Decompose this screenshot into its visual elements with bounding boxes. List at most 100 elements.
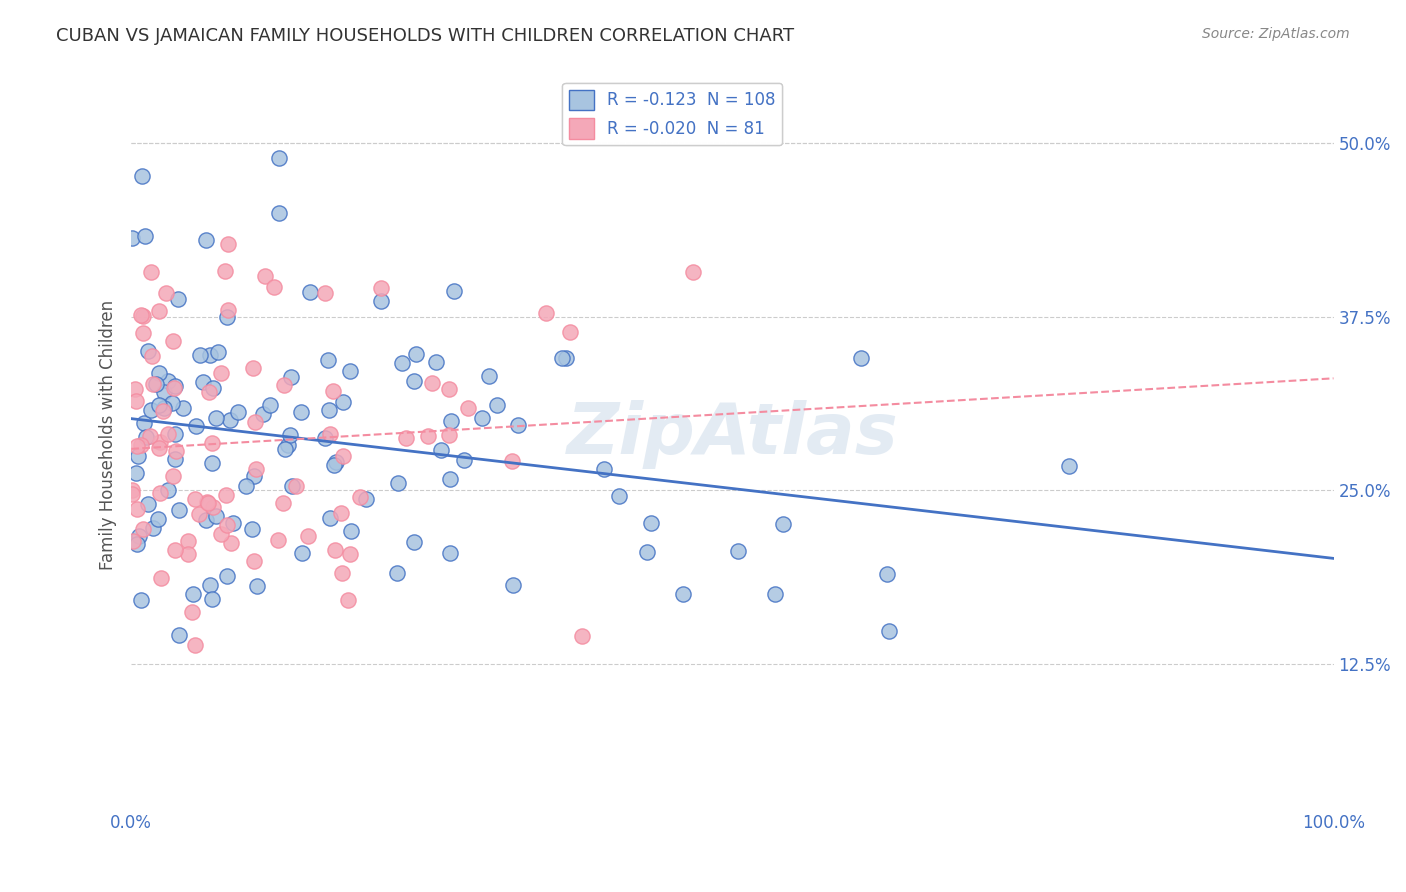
Point xyxy=(148,366,170,380)
Point xyxy=(437,383,460,397)
Point xyxy=(125,537,148,551)
Point xyxy=(285,479,308,493)
Point xyxy=(121,486,143,500)
Point xyxy=(457,401,479,415)
Point xyxy=(325,455,347,469)
Point xyxy=(849,351,872,365)
Point xyxy=(314,285,336,300)
Point xyxy=(201,591,224,606)
Point xyxy=(197,496,219,510)
Point xyxy=(169,628,191,642)
Point xyxy=(129,308,152,322)
Point xyxy=(205,411,228,425)
Point xyxy=(879,624,901,639)
Point xyxy=(162,334,184,348)
Point xyxy=(254,269,277,284)
Point xyxy=(167,502,190,516)
Point xyxy=(202,500,225,515)
Point xyxy=(153,401,176,416)
Point xyxy=(273,377,295,392)
Point xyxy=(640,516,662,530)
Point xyxy=(322,458,344,472)
Point xyxy=(219,413,242,427)
Point xyxy=(157,427,180,442)
Point xyxy=(134,228,156,243)
Text: Source: ZipAtlas.com: Source: ZipAtlas.com xyxy=(1202,27,1350,41)
Point xyxy=(332,449,354,463)
Point xyxy=(162,468,184,483)
Point xyxy=(148,398,170,412)
Point xyxy=(215,487,238,501)
Point xyxy=(215,568,238,582)
Point xyxy=(672,587,695,601)
Point xyxy=(198,385,221,400)
Point xyxy=(131,169,153,184)
Text: CUBAN VS JAMAICAN FAMILY HOUSEHOLDS WITH CHILDREN CORRELATION CHART: CUBAN VS JAMAICAN FAMILY HOUSEHOLDS WITH… xyxy=(56,27,794,45)
Point xyxy=(336,593,359,607)
Point xyxy=(132,326,155,340)
Point xyxy=(127,439,149,453)
Point xyxy=(124,382,146,396)
Point xyxy=(195,233,218,247)
Point xyxy=(571,629,593,643)
Point xyxy=(402,374,425,388)
Point xyxy=(141,349,163,363)
Point xyxy=(149,435,172,450)
Point xyxy=(370,281,392,295)
Point xyxy=(246,579,269,593)
Text: ZipAtlas: ZipAtlas xyxy=(567,401,898,469)
Point xyxy=(217,518,239,533)
Point xyxy=(263,280,285,294)
Point xyxy=(201,456,224,470)
Point xyxy=(322,384,344,399)
Point xyxy=(177,534,200,549)
Point xyxy=(876,567,898,582)
Point xyxy=(550,351,572,366)
Point xyxy=(217,237,239,252)
Point xyxy=(763,586,786,600)
Point xyxy=(278,428,301,442)
Point xyxy=(214,263,236,277)
Point xyxy=(226,405,249,419)
Point xyxy=(181,587,204,601)
Point xyxy=(155,285,177,300)
Point xyxy=(222,516,245,530)
Point xyxy=(132,309,155,323)
Point xyxy=(122,534,145,549)
Point xyxy=(209,366,232,380)
Point xyxy=(221,535,243,549)
Point xyxy=(165,452,187,467)
Point xyxy=(319,510,342,524)
Point xyxy=(245,462,267,476)
Point xyxy=(127,449,149,463)
Point xyxy=(198,577,221,591)
Point xyxy=(132,523,155,537)
Point xyxy=(165,444,187,458)
Point xyxy=(405,347,427,361)
Point xyxy=(156,374,179,388)
Point xyxy=(134,416,156,430)
Point xyxy=(240,522,263,536)
Point xyxy=(136,497,159,511)
Point xyxy=(136,344,159,359)
Point xyxy=(636,545,658,559)
Point xyxy=(152,404,174,418)
Point xyxy=(340,524,363,538)
Point xyxy=(184,638,207,652)
Point xyxy=(418,429,440,443)
Point xyxy=(330,506,353,520)
Point xyxy=(125,501,148,516)
Point xyxy=(195,495,218,509)
Point xyxy=(121,231,143,245)
Point xyxy=(502,577,524,591)
Point xyxy=(149,485,172,500)
Point xyxy=(145,376,167,391)
Point xyxy=(439,472,461,486)
Point xyxy=(290,405,312,419)
Point xyxy=(156,483,179,497)
Point xyxy=(243,415,266,429)
Point xyxy=(274,442,297,457)
Point xyxy=(150,571,173,585)
Point xyxy=(318,403,340,417)
Point xyxy=(183,491,205,506)
